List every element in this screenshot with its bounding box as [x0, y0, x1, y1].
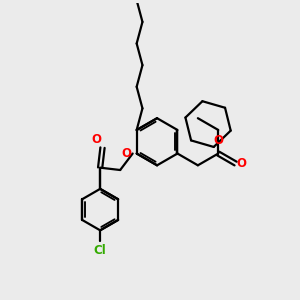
Text: O: O — [122, 147, 131, 160]
Text: Cl: Cl — [94, 244, 106, 257]
Text: O: O — [237, 157, 247, 170]
Text: O: O — [213, 134, 223, 146]
Text: O: O — [92, 134, 102, 146]
